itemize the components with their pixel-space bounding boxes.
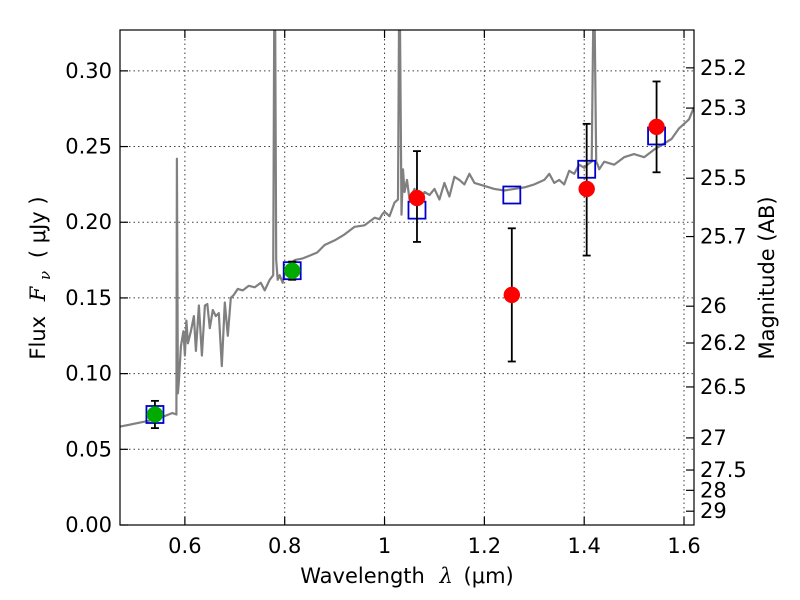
detection-point xyxy=(283,262,301,279)
y-tick-label: 0.15 xyxy=(65,286,112,310)
plot-frame xyxy=(119,29,695,526)
mag-tick-label: 25.2 xyxy=(700,56,747,80)
plot-background xyxy=(120,30,694,525)
data-markers xyxy=(145,80,666,430)
measurement-point xyxy=(408,189,426,207)
model-photometry-square xyxy=(502,185,522,205)
y-tick-label: 0.00 xyxy=(65,513,112,537)
y-tick-label: 0.05 xyxy=(65,437,112,461)
mag-tick-label: 26 xyxy=(700,294,727,318)
mag-tick-label: 28 xyxy=(700,478,727,502)
mag-tick-label: 27 xyxy=(700,426,727,450)
x-tick-label: 0.8 xyxy=(268,534,301,558)
measurement-point xyxy=(503,286,521,304)
y-tick-label: 0.25 xyxy=(65,135,112,159)
y-axis-title: Flux F ν ( μJy ) xyxy=(26,196,55,359)
mag-tick-label: 25.7 xyxy=(700,225,747,249)
measurement-point xyxy=(648,118,665,136)
x-tick-label: 1 xyxy=(378,534,391,558)
y-tick-label: 0.20 xyxy=(65,210,112,234)
x-axis-title-prefix: Wavelength xyxy=(300,564,425,588)
detection-point xyxy=(146,406,164,423)
mag-tick-label: 27.5 xyxy=(700,458,747,482)
y-tick-label: 0.10 xyxy=(65,362,112,386)
mag-tick-label: 26.2 xyxy=(700,331,747,355)
x-axis-title-unit: (μm) xyxy=(464,564,514,588)
x-tick-label: 1.4 xyxy=(567,534,600,558)
y-axis-title-prefix: Flux xyxy=(26,316,50,360)
x-tick-label: 0.6 xyxy=(168,534,201,558)
y2-axis-title: Magnitude (AB) xyxy=(755,196,779,359)
spectrum-line xyxy=(120,30,694,428)
y-axis-title-unit: ( μJy ) xyxy=(26,196,50,258)
x-tick-label: 1.6 xyxy=(667,534,700,558)
y-axis-title-symbol: F xyxy=(26,285,50,302)
y-tick-label: 0.30 xyxy=(65,59,112,83)
mag-tick-label: 25.5 xyxy=(700,166,747,190)
x-axis-title: Wavelength λ (μm) xyxy=(300,564,513,588)
mag-tick-label: 25.3 xyxy=(700,96,747,120)
measurement-point xyxy=(578,180,595,198)
mag-tick-label: 29 xyxy=(700,499,727,523)
axis-ticks: 0.6 0.8 1 1.2 1.4 1.6 0.00 0.05 0.10 0.15 0.20 0.25… xyxy=(65,30,747,558)
mag-tick-label: 26.5 xyxy=(700,375,747,399)
x-tick-label: 1.2 xyxy=(468,534,501,558)
x-axis-title-symbol: λ xyxy=(439,564,453,588)
y-axis-title-subscript: ν xyxy=(36,271,54,280)
